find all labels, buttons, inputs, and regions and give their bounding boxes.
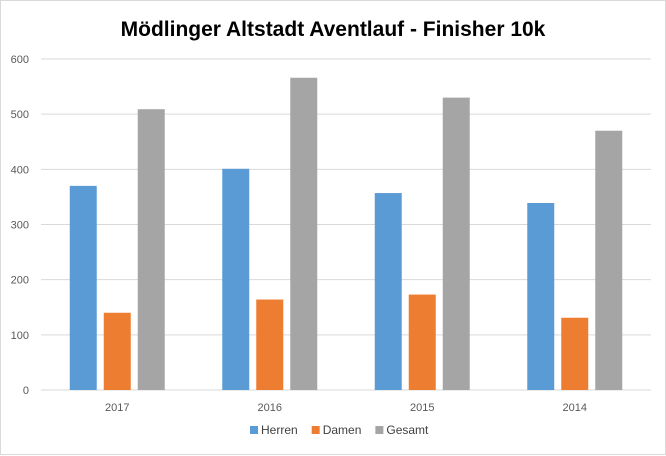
bar-damen-2014	[561, 317, 589, 390]
bar-herren-2014	[527, 202, 555, 390]
bar-gesamt-2014	[595, 130, 623, 390]
bar-damen-2017	[103, 312, 131, 390]
y-tick-label: 0	[23, 385, 29, 397]
legend-swatch-herren	[250, 426, 258, 434]
y-tick-label: 200	[11, 275, 29, 287]
y-tick-label: 600	[11, 54, 29, 66]
y-tick-label: 400	[11, 164, 29, 176]
y-tick-label: 500	[11, 109, 29, 121]
bar-gesamt-2017	[137, 109, 165, 391]
x-tick-label: 2016	[258, 402, 282, 414]
legend-label-gesamt: Gesamt	[386, 423, 429, 437]
chart-title: Mödlinger Altstadt Aventlauf - Finisher …	[121, 18, 546, 41]
y-tick-label: 300	[11, 220, 29, 232]
gridlines	[41, 58, 651, 391]
legend: Herren Damen Gesamt	[250, 423, 429, 437]
bar-gesamt-2016	[290, 77, 318, 391]
bar-herren-2015	[374, 193, 402, 390]
legend-label-damen: Damen	[323, 423, 362, 437]
y-axis-ticks: 0 100 200 300 400 500 600	[11, 54, 29, 397]
bar-gesamt-2015	[442, 97, 470, 390]
bars	[69, 77, 623, 391]
bar-damen-2015	[408, 294, 436, 390]
bar-herren-2016	[222, 168, 250, 390]
legend-swatch-damen	[311, 426, 320, 434]
bar-herren-2017	[69, 185, 97, 390]
y-tick-label: 100	[11, 330, 29, 342]
x-axis-ticks: 2017 2016 2015 2014	[105, 402, 587, 414]
x-tick-label: 2015	[410, 402, 434, 414]
legend-swatch-gesamt	[375, 426, 384, 434]
legend-label-herren: Herren	[261, 423, 298, 437]
x-tick-label: 2017	[105, 402, 129, 414]
bar-damen-2016	[256, 299, 284, 390]
x-tick-label: 2014	[563, 402, 587, 414]
